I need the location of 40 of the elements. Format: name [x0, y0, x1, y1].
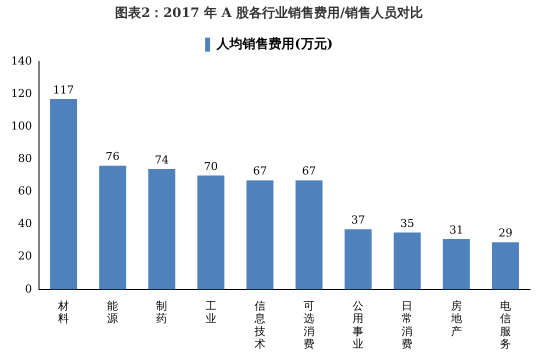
x-tick-label: 可选消费 [304, 300, 315, 351]
y-tick-label: 120 [10, 87, 32, 100]
data-label: 74 [154, 153, 169, 166]
bar [99, 166, 126, 290]
data-label: 76 [106, 150, 120, 164]
bar [394, 232, 421, 290]
y-tick-label: 140 [10, 54, 32, 68]
y-tick-label: 80 [18, 152, 32, 166]
y-tick-label: 40 [18, 217, 32, 230]
x-tick-label: 工业 [205, 300, 216, 326]
legend-label: 人均销售费用(万元) [216, 36, 333, 52]
bar [246, 180, 274, 290]
data-label: 70 [204, 160, 218, 173]
data-label: 67 [252, 164, 267, 178]
bar [50, 99, 78, 290]
x-tick-label: 房地产 [450, 300, 462, 338]
y-tick-label: 100 [10, 120, 32, 133]
y-tick-label: 0 [24, 282, 32, 296]
x-tick-label: 制药 [156, 300, 168, 326]
bar [442, 238, 470, 290]
bar [492, 242, 519, 290]
x-tick-label: 能源 [107, 300, 118, 326]
x-tick-label: 电信服务 [500, 300, 511, 351]
bar [197, 176, 224, 290]
y-tick-label: 60 [18, 184, 32, 198]
x-tick-label: 公用事业 [352, 300, 364, 351]
data-label: 35 [400, 216, 414, 230]
data-label: 37 [351, 214, 366, 227]
bar [296, 180, 323, 290]
chart-title: 图表2：2017 年 A 股各行业销售费用/销售人员对比 [115, 6, 423, 22]
bar [148, 168, 176, 290]
bar [344, 229, 372, 290]
y-tick-label: 20 [18, 250, 32, 263]
data-label: 67 [302, 164, 316, 178]
data-label: 29 [498, 226, 512, 240]
data-label: 31 [449, 223, 464, 236]
data-label: 117 [53, 83, 74, 96]
x-tick-label: 材料 [57, 300, 70, 326]
x-tick-label: 日常消费 [402, 300, 413, 351]
x-tick-label: 信息技术 [253, 300, 266, 351]
